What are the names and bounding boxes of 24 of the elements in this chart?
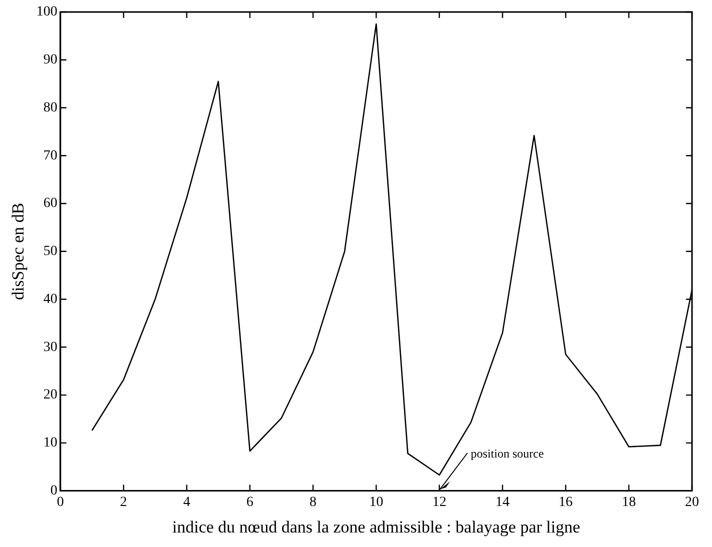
x-tick-label: 6: [246, 494, 254, 510]
y-tick-label: 10: [43, 436, 58, 451]
annotation: position source: [470, 446, 544, 460]
x-tick-label: 2: [120, 494, 128, 510]
y-tick-label: 30: [43, 340, 58, 355]
y-tick-label: 0: [50, 483, 58, 498]
x-tick-label: 4: [183, 494, 190, 510]
y-tick-label: 40: [43, 292, 58, 307]
y-tick-label: 100: [36, 4, 58, 20]
x-tick-label: 20: [685, 494, 699, 510]
x-tick-label: 14: [496, 494, 510, 510]
y-axis-title: disSpec en dB: [8, 202, 28, 300]
y-tick-label: 60: [43, 196, 58, 212]
y-tick-label: 50: [43, 244, 58, 260]
x-tick-label: 18: [622, 494, 636, 510]
y-tick-label: 80: [43, 100, 58, 116]
x-tick-label: 12: [432, 494, 446, 510]
x-tick-label: 8: [310, 494, 317, 510]
x-axis-title: indice du nœud dans la zone admissible : balayage par ligne: [172, 517, 580, 536]
y-tick-label: 20: [43, 388, 58, 403]
x-tick-label: 16: [558, 494, 573, 510]
y-tick-label: 90: [43, 52, 58, 68]
x-tick-label: 10: [369, 494, 384, 510]
y-tick-label: 70: [43, 148, 58, 164]
